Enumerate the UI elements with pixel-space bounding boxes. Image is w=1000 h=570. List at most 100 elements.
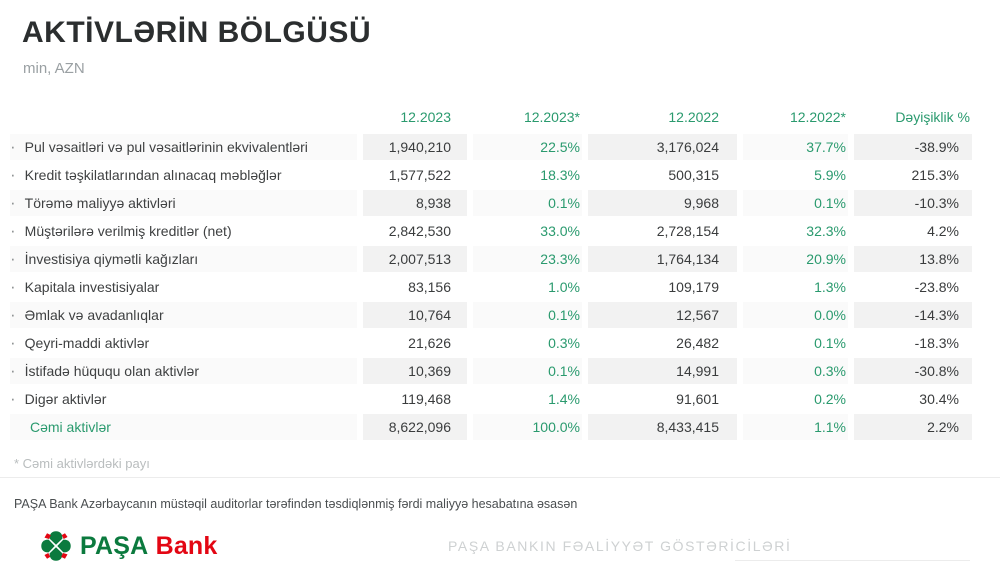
row-label: İstifadə hüququ olan aktivlər (24, 363, 200, 379)
source-note: PAŞA Bank Azərbaycanın müstəqil auditorl… (14, 497, 578, 511)
page-subtitle: min, AZN (23, 60, 85, 77)
row-label-cell: · Əmlak və avadanlıqlar (10, 302, 360, 328)
share-12-2023: 33.0% (470, 218, 585, 244)
value-12-2022: 109,179 (585, 274, 740, 300)
value-12-2022: 91,601 (585, 386, 740, 412)
share-12-2023: 1.4% (470, 386, 585, 412)
footer-divider-line (735, 560, 970, 561)
bullet-dot: · (10, 137, 16, 156)
share-12-2023: 23.3% (470, 246, 585, 272)
value-12-2022: 14,991 (585, 358, 740, 384)
total-share-12-2023: 100.0% (470, 414, 585, 440)
share-12-2022: 1.3% (740, 274, 851, 300)
table-row: · İstifadə hüququ olan aktivlər 10,369 0.… (0, 357, 1000, 385)
value-12-2023: 8,938 (360, 190, 470, 216)
row-label: Törəmə maliyyə aktivləri (24, 195, 176, 211)
table-row: · Əmlak və avadanlıqlar 10,764 0.1% 12,56… (0, 301, 1000, 329)
value-12-2023: 10,369 (360, 358, 470, 384)
change-percent: -30.8% (851, 358, 975, 384)
table-row: · Qeyri-maddi aktivlər 21,626 0.3% 26,482… (0, 329, 1000, 357)
share-12-2022: 32.3% (740, 218, 851, 244)
pasha-bank-logo-icon (41, 531, 71, 561)
row-label: Kredit təşkilatlarından alınacaq məbləğl… (24, 167, 282, 183)
row-label: Qeyri-maddi aktivlər (24, 335, 150, 351)
bullet-dot: · (10, 277, 16, 296)
table-row: · Müştərilərə verilmiş kreditlər (net) 2,… (0, 217, 1000, 245)
total-value-12-2023: 8,622,096 (360, 414, 470, 440)
page-title: AKTİVLƏRİN BÖLGÜSÜ (22, 16, 372, 49)
share-12-2023: 0.1% (470, 358, 585, 384)
row-label-cell: · Kapitala investisiyalar (10, 274, 360, 300)
value-12-2023: 83,156 (360, 274, 470, 300)
row-label: Digər aktivlər (24, 391, 107, 407)
change-percent: 30.4% (851, 386, 975, 412)
row-label: İnvestisiya qiymətli kağızları (24, 251, 199, 267)
change-percent: -10.3% (851, 190, 975, 216)
logo-text-pasha: PAŞA (80, 531, 149, 560)
bullet-dot: · (10, 361, 16, 380)
value-12-2023: 10,764 (360, 302, 470, 328)
row-label: Kapitala investisiyalar (24, 279, 160, 295)
row-label-cell: · Pul vəsaitləri və pul vəsaitlərinin ekv… (10, 134, 360, 160)
value-12-2022: 1,764,134 (585, 246, 740, 272)
table-header-row: 12.2023 12.2023* 12.2022 12.2022* Dəyişi… (0, 104, 1000, 130)
value-12-2023: 1,940,210 (360, 134, 470, 160)
table-total-row: Cəmi aktivlər 8,622,096 100.0% 8,433,415… (0, 413, 1000, 441)
change-percent: -38.9% (851, 134, 975, 160)
share-12-2023: 0.1% (470, 302, 585, 328)
share-12-2022: 0.1% (740, 190, 851, 216)
share-12-2022: 20.9% (740, 246, 851, 272)
row-label-cell: · Müştərilərə verilmiş kreditlər (net) (10, 218, 360, 244)
footer-caption: PAŞA BANKIN FƏALİYYƏT GÖSTƏRİCİLƏRİ (448, 538, 792, 554)
share-12-2023: 0.3% (470, 330, 585, 356)
share-12-2023: 18.3% (470, 162, 585, 188)
row-label: Pul vəsaitləri və pul vəsaitlərinin ekvi… (24, 139, 308, 155)
total-value-12-2022: 8,433,415 (585, 414, 740, 440)
change-percent: -18.3% (851, 330, 975, 356)
bullet-dot: · (10, 165, 16, 184)
table-row: · Törəmə maliyyə aktivləri 8,938 0.1% 9,9… (0, 189, 1000, 217)
change-percent: -23.8% (851, 274, 975, 300)
change-percent: 13.8% (851, 246, 975, 272)
value-12-2023: 21,626 (360, 330, 470, 356)
row-label-cell: · Qeyri-maddi aktivlər (10, 330, 360, 356)
value-12-2022: 9,968 (585, 190, 740, 216)
share-12-2023: 0.1% (470, 190, 585, 216)
column-header-12-2023: 12.2023 (360, 104, 470, 130)
total-share-12-2022: 1.1% (740, 414, 851, 440)
bullet-dot: · (10, 389, 16, 408)
value-12-2023: 1,577,522 (360, 162, 470, 188)
total-label: Cəmi aktivlər (30, 419, 111, 435)
value-12-2022: 2,728,154 (585, 218, 740, 244)
bullet-dot: · (10, 333, 16, 352)
value-12-2022: 3,176,024 (585, 134, 740, 160)
row-label-cell: · İstifadə hüququ olan aktivlər (10, 358, 360, 384)
value-12-2023: 119,468 (360, 386, 470, 412)
share-12-2022: 0.0% (740, 302, 851, 328)
column-header-change: Dəyişiklik % (851, 104, 975, 130)
table-row: · Pul vəsaitləri və pul vəsaitlərinin ekv… (0, 133, 1000, 161)
table-row: · Digər aktivlər 119,468 1.4% 91,601 0.2%… (0, 385, 1000, 413)
share-12-2022: 0.2% (740, 386, 851, 412)
row-label: Əmlak və avadanlıqlar (24, 307, 164, 323)
horizontal-divider (0, 477, 1000, 478)
column-header-12-2022: 12.2022 (585, 104, 740, 130)
table-row: · İnvestisiya qiymətli kağızları 2,007,51… (0, 245, 1000, 273)
table-row: · Kredit təşkilatlarından alınacaq məbləğ… (0, 161, 1000, 189)
row-label-cell: · İnvestisiya qiymətli kağızları (10, 246, 360, 272)
value-12-2022: 12,567 (585, 302, 740, 328)
bullet-dot: · (10, 305, 16, 324)
column-header-12-2022-share: 12.2022* (740, 104, 851, 130)
table-row: · Kapitala investisiyalar 83,156 1.0% 109… (0, 273, 1000, 301)
change-percent: -14.3% (851, 302, 975, 328)
value-12-2023: 2,842,530 (360, 218, 470, 244)
assets-table: 12.2023 12.2023* 12.2022 12.2022* Dəyişi… (0, 104, 1000, 441)
pasha-bank-logo: PAŞA Bank (40, 530, 218, 562)
value-12-2022: 500,315 (585, 162, 740, 188)
value-12-2022: 26,482 (585, 330, 740, 356)
value-12-2023: 2,007,513 (360, 246, 470, 272)
share-12-2022: 5.9% (740, 162, 851, 188)
row-label-cell: · Kredit təşkilatlarından alınacaq məbləğ… (10, 162, 360, 188)
total-change-percent: 2.2% (851, 414, 975, 440)
